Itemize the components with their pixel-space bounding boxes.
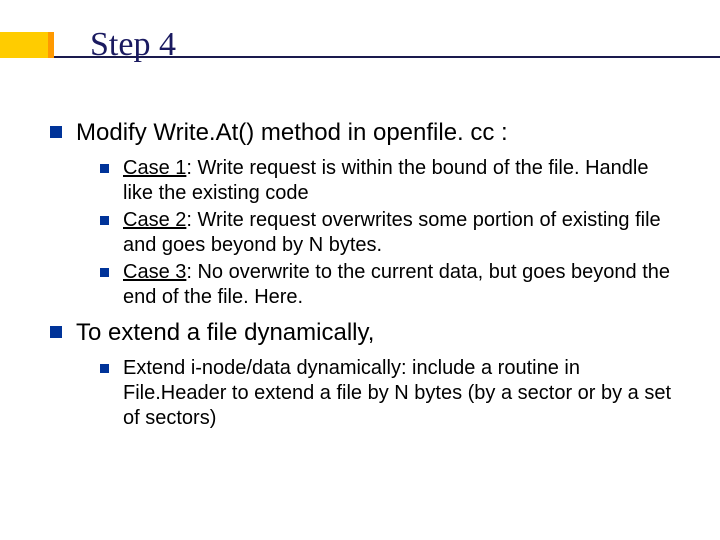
square-bullet-icon [100,164,109,173]
case-2-text: Case 2: Write request overwrites some po… [123,208,680,258]
extend-note-rest: Extend i-node/data dynamically: include … [123,357,671,429]
case-1-rest: : Write request is within the bound of t… [123,157,648,204]
point-2-subitems: Extend i-node/data dynamically: include … [100,356,680,431]
square-bullet-icon [100,268,109,277]
case-3: Case 3: No overwrite to the current data… [100,260,680,310]
case-2-label: Case 2 [123,209,186,231]
case-2-rest: : Write request overwrites some portion … [123,209,661,256]
slide-title: Step 4 [90,26,176,64]
extend-note-text: Extend i-node/data dynamically: include … [123,356,680,431]
square-bullet-icon [100,364,109,373]
case-1: Case 1: Write request is within the boun… [100,156,680,206]
accent-yellow-block [0,32,48,58]
point-1: Modify Write.At() method in openfile. cc… [50,118,680,148]
square-bullet-icon [50,126,62,138]
case-3-label: Case 3 [123,261,186,283]
case-1-label: Case 1 [123,157,186,179]
point-2: To extend a file dynamically, [50,318,680,348]
case-1-text: Case 1: Write request is within the boun… [123,156,680,206]
point-1-text: Modify Write.At() method in openfile. cc… [76,118,508,148]
case-2: Case 2: Write request overwrites some po… [100,208,680,258]
point-1-subitems: Case 1: Write request is within the boun… [100,156,680,310]
square-bullet-icon [50,326,62,338]
slide-content: Modify Write.At() method in openfile. cc… [50,110,680,437]
case-3-text: Case 3: No overwrite to the current data… [123,260,680,310]
extend-note: Extend i-node/data dynamically: include … [100,356,680,431]
title-bar: Step 4 [0,32,720,58]
point-2-text: To extend a file dynamically, [76,318,374,348]
square-bullet-icon [100,216,109,225]
case-3-rest: : No overwrite to the current data, but … [123,261,670,308]
